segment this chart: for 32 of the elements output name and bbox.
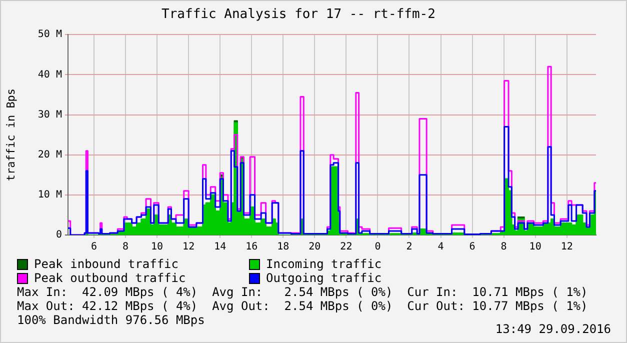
x-tick-label: 10	[151, 242, 164, 253]
x-tick-label: 12	[560, 242, 573, 253]
y-tick-label: 40 M	[38, 69, 62, 80]
x-tick-label: 4	[438, 242, 444, 253]
y-tick-label: 50 M	[38, 29, 62, 40]
x-tick-label: 14	[214, 242, 226, 253]
x-tick-label: 22	[340, 242, 352, 253]
y-tick-label: 30 M	[38, 109, 62, 120]
y-tick-label: 10 M	[38, 190, 62, 201]
text: 100% Bandwidth 976.56 MBps	[17, 313, 205, 327]
x-tick-label: 0	[374, 242, 381, 253]
x-tick-label: 12	[182, 242, 195, 253]
x-tick-label: 18	[277, 242, 290, 253]
x-tick-label: 16	[246, 242, 258, 253]
legend-label: Incoming traffic	[266, 257, 382, 271]
x-tick-label: 10	[529, 242, 542, 253]
x-tick-label: 20	[308, 242, 321, 253]
x-tick-label: 6	[469, 242, 476, 253]
legend-label: Peak outbound traffic	[34, 271, 186, 285]
text: Max In: 42.09 MBps ( 4%) Avg In: 2.54 MBps ( 0%) Cur In: 10.71 MBps ( 1%)	[17, 285, 589, 299]
x-tick-label: 8	[122, 242, 129, 253]
y-tick-label: 0	[56, 230, 62, 241]
x-tick-label: 8	[500, 242, 507, 253]
y-axis-title: traffic in Bps	[4, 88, 18, 182]
legend-label: Peak inbound traffic	[34, 257, 178, 271]
text: 13:49 29.09.2016	[495, 322, 611, 336]
text: Max Out: 42.12 MBps ( 4%) Avg Out: 2.54 MBps ( 0%) Cur Out: 10.77 MBps ( 1%)	[17, 299, 589, 313]
x-tick-label: 2	[406, 242, 412, 253]
chart-title: Traffic Analysis for 17 -- rt-ffm-2	[162, 7, 436, 22]
x-tick-label: 6	[90, 242, 98, 253]
y-tick-label: 20 M	[38, 149, 62, 160]
legend-label: Outgoing traffic	[266, 271, 382, 285]
